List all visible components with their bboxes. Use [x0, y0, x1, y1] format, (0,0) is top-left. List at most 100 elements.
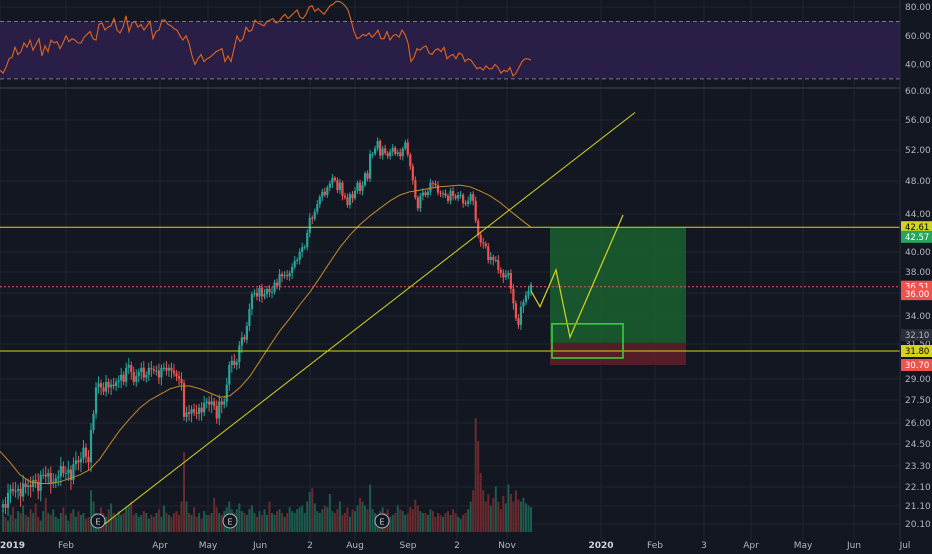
volume-bar — [298, 507, 301, 532]
price-tick-label: 38.00 — [905, 268, 931, 278]
volume-bar — [477, 440, 480, 532]
candle-body — [220, 401, 223, 405]
volume-bar — [178, 514, 180, 532]
volume-bar — [120, 514, 123, 532]
volume-bar — [49, 514, 52, 532]
candle-body — [456, 195, 460, 199]
candle-body — [72, 464, 75, 480]
volume-bar — [39, 520, 42, 532]
volume-bar — [306, 501, 309, 532]
time-axis[interactable]: 2019 Feb Apr May Jun 2 Aug Sep 2 Nov 2020 Feb 3 Apr Ma… — [0, 540, 932, 551]
candle-body — [39, 474, 42, 491]
volume-bar — [32, 513, 35, 532]
target-zone-box — [551, 323, 624, 359]
volume-bar — [421, 513, 424, 532]
candle-body — [462, 195, 465, 204]
projection-path — [530, 214, 624, 340]
volume-bar — [112, 513, 115, 532]
candle-body — [248, 309, 251, 327]
volume-bar — [263, 509, 266, 532]
candle-body — [353, 190, 357, 199]
candle-body — [172, 370, 176, 374]
volume-bar — [248, 509, 251, 532]
candle-body — [120, 374, 123, 381]
volume-bar — [457, 516, 460, 532]
volume-bar — [401, 511, 404, 532]
candle-body — [263, 294, 266, 297]
candle-body — [323, 191, 326, 196]
candle-body — [381, 148, 384, 156]
candle-body — [358, 182, 362, 191]
volume-bar — [67, 520, 70, 532]
candle-body — [198, 407, 201, 414]
candle-body — [223, 401, 226, 405]
volume-bar — [87, 516, 90, 532]
candle-body — [303, 247, 306, 249]
candle-body — [74, 460, 78, 465]
volume-bar — [338, 501, 341, 532]
earnings-marker-label: E — [227, 518, 232, 527]
volume-bar — [323, 505, 326, 532]
candle-body — [411, 166, 414, 181]
volume-bar — [313, 503, 316, 532]
volume-bar — [213, 497, 216, 532]
candle-body — [454, 195, 457, 199]
candle-body — [77, 460, 80, 463]
time-tick-label: May — [199, 541, 218, 550]
volume-bar — [321, 509, 324, 532]
price-tick-label: 22.10 — [905, 483, 931, 493]
volume-bar — [318, 513, 321, 532]
volume-bar — [203, 511, 206, 532]
time-tick-label: May — [794, 541, 813, 550]
price-tick-label: 26.00 — [905, 419, 931, 429]
volume-bar — [27, 516, 30, 532]
candle-body — [343, 195, 347, 198]
candle-body — [87, 456, 90, 463]
candle-body — [112, 384, 115, 386]
volume-bar — [336, 509, 339, 532]
candle-body — [296, 260, 299, 261]
volume-bar — [125, 507, 128, 532]
candle-body — [414, 180, 417, 198]
candle-body — [449, 190, 452, 201]
candle-body — [346, 197, 349, 205]
candle-body — [424, 192, 427, 196]
volume-bar — [454, 513, 457, 532]
candle-body — [125, 367, 128, 382]
volume-bar — [487, 494, 490, 532]
time-tick-label: Nov — [498, 541, 516, 550]
candle-body — [431, 182, 435, 184]
candle-body — [286, 275, 289, 277]
candle-body — [492, 257, 495, 260]
candle-body — [34, 480, 37, 482]
rsi-panel — [0, 0, 932, 89]
candle-body — [519, 306, 523, 325]
candle-body — [205, 401, 208, 404]
price-tick-label: 24.50 — [905, 440, 931, 450]
volume-bar — [351, 509, 354, 532]
volume-bar — [47, 513, 50, 532]
volume-bar — [142, 511, 145, 532]
volume-bar — [341, 514, 344, 532]
candle-body — [321, 191, 324, 197]
candle-body — [42, 474, 45, 476]
candle-body — [203, 403, 206, 413]
candle-body — [451, 190, 455, 196]
volume-bar — [502, 495, 505, 532]
candle-body — [467, 200, 470, 205]
volume-bar — [494, 486, 497, 532]
volume-bar — [14, 518, 17, 532]
volume-bar — [260, 514, 263, 532]
volume-bar — [286, 513, 289, 532]
price-axis[interactable]: 80.00 60.00 40.00 60.00 56.00 52.00 48.00 44.00… — [899, 0, 932, 550]
candle-body — [291, 267, 294, 274]
time-tick-label: Feb — [58, 541, 74, 550]
volume-bar — [396, 505, 399, 532]
candle-body — [484, 243, 487, 247]
candle-body — [162, 367, 166, 369]
price-badge-label: 36.00 — [905, 290, 929, 300]
long-position-tool[interactable] — [550, 227, 686, 365]
volume-bar — [69, 513, 72, 532]
candle-body — [394, 147, 397, 154]
